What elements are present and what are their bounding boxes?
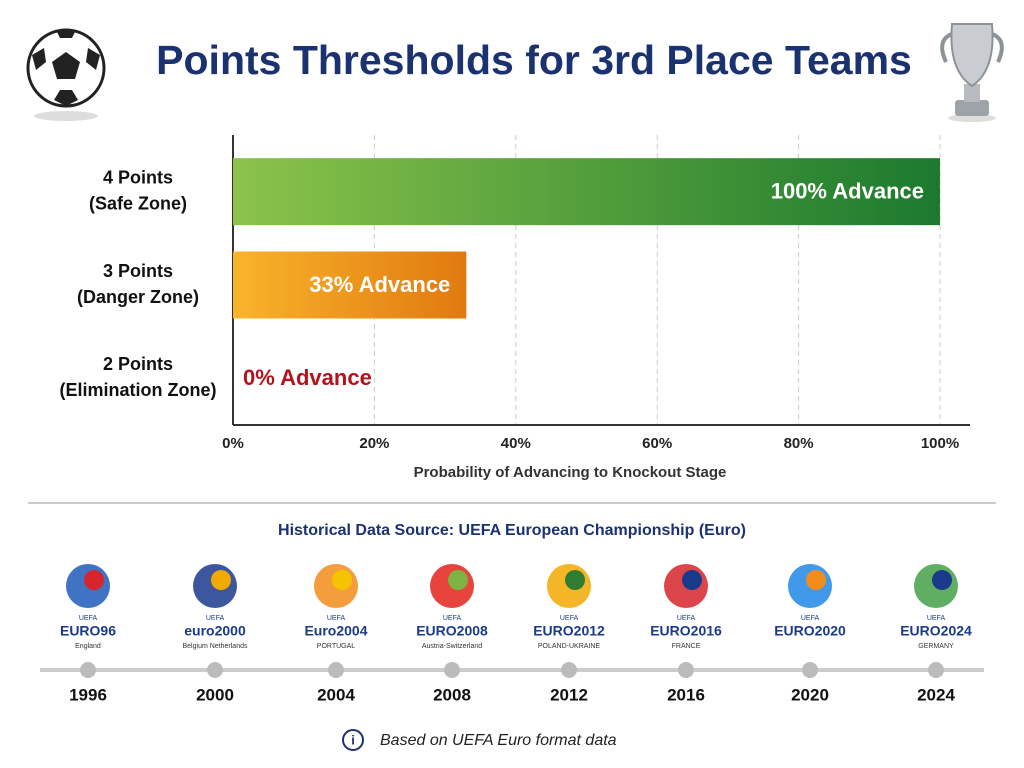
logo-name: EURO2016 — [650, 623, 722, 639]
logo-name: Euro2004 — [304, 623, 367, 639]
timeline-dot — [928, 662, 944, 678]
timeline-dot — [802, 662, 818, 678]
logo-host: PORTUGAL — [317, 643, 355, 650]
timeline-year: 2020 — [791, 685, 829, 704]
timeline-dot — [561, 662, 577, 678]
logo-badge: UEFA — [327, 615, 346, 622]
x-tick-label: 40% — [501, 435, 531, 452]
soccer-ball-icon — [26, 28, 106, 121]
logo-emblem-inner — [84, 570, 104, 590]
chart-title: Points Thresholds for 3rd Place Teams — [156, 37, 912, 83]
logo-badge: UEFA — [443, 615, 462, 622]
y-tick-label: (Elimination Zone) — [60, 380, 217, 400]
y-tick-label: 2 Points — [103, 354, 173, 374]
logo-name: EURO2024 — [900, 623, 972, 639]
logo-badge: UEFA — [801, 615, 820, 622]
svg-text:i: i — [351, 732, 355, 747]
y-tick-label: 4 Points — [103, 167, 173, 187]
footnote: Based on UEFA Euro format data — [380, 732, 617, 749]
x-tick-label: 60% — [642, 435, 672, 452]
logo-name: EURO96 — [60, 623, 116, 639]
logo-badge: UEFA — [927, 615, 946, 622]
y-tick-label: 3 Points — [103, 261, 173, 281]
logo-host: FRANCE — [672, 643, 701, 650]
timeline-year: 2012 — [550, 685, 588, 704]
logo-emblem-inner — [565, 570, 585, 590]
value-label: 0% Advance — [243, 365, 372, 390]
bar — [233, 251, 467, 319]
x-tick-label: 100% — [921, 435, 959, 452]
logo-emblem-inner — [682, 570, 702, 590]
logo-badge: UEFA — [79, 615, 98, 622]
logo-host: POLAND-UKRAINE — [538, 643, 601, 650]
bar — [233, 158, 940, 226]
timeline-year: 1996 — [69, 685, 107, 704]
timeline-dot — [444, 662, 460, 678]
logo-host: Austria-Switzerland — [422, 643, 482, 650]
trophy-icon — [940, 23, 1004, 122]
timeline-dot — [678, 662, 694, 678]
y-tick-label: (Danger Zone) — [77, 287, 199, 307]
logo-badge: UEFA — [560, 615, 579, 622]
logo-badge: UEFA — [677, 615, 696, 622]
logo-host: Belgium Netherlands — [183, 643, 248, 650]
logo-emblem-inner — [806, 570, 826, 590]
logo-badge: UEFA — [206, 615, 225, 622]
x-axis-label: Probability of Advancing to Knockout Sta… — [414, 464, 727, 481]
info-icon: i — [342, 729, 364, 751]
value-label: 33% Advance — [309, 272, 450, 297]
x-tick-label: 20% — [359, 435, 389, 452]
logo-name: EURO2008 — [416, 623, 488, 639]
history-title: Historical Data Source: UEFA European Ch… — [278, 522, 746, 539]
timeline-year: 2008 — [433, 685, 471, 704]
logo-name: EURO2012 — [533, 623, 605, 639]
logo-emblem-inner — [332, 570, 352, 590]
x-tick-label: 80% — [784, 435, 814, 452]
logo-host: England — [75, 643, 101, 650]
value-label: 100% Advance — [771, 178, 924, 203]
timeline-year: 2004 — [317, 685, 355, 704]
logo-name: euro2000 — [184, 623, 246, 639]
timeline-year: 2024 — [917, 685, 955, 704]
logo-emblem-inner — [448, 570, 468, 590]
timeline-year: 2000 — [196, 685, 234, 704]
x-tick-label: 0% — [222, 435, 244, 452]
logo-name: EURO2020 — [774, 623, 846, 639]
y-tick-label: (Safe Zone) — [89, 193, 187, 213]
logo-emblem-inner — [932, 570, 952, 590]
logo-host: GERMANY — [918, 643, 954, 650]
timeline-dot — [328, 662, 344, 678]
timeline-dot — [80, 662, 96, 678]
logo-emblem-inner — [211, 570, 231, 590]
timeline-dot — [207, 662, 223, 678]
timeline-year: 2016 — [667, 685, 705, 704]
